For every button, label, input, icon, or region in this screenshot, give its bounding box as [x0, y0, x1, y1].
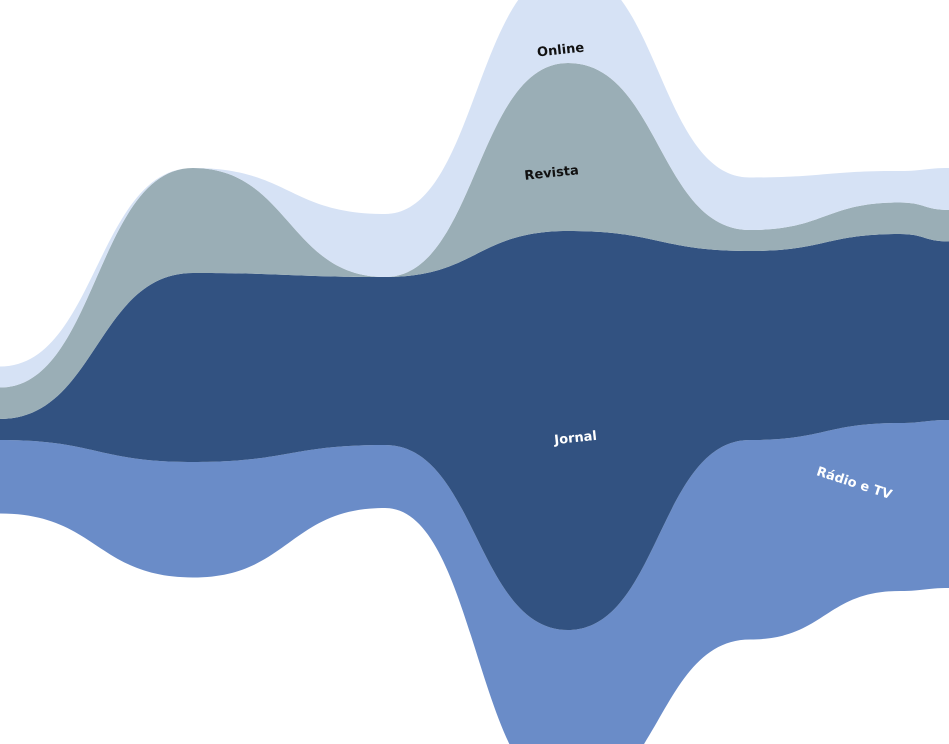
stream-layer-online: [0, 0, 949, 388]
label-revista: Revista: [524, 163, 580, 184]
stream-layer-revista: [0, 63, 949, 419]
label-jornal: Jornal: [553, 429, 598, 448]
label-online: Online: [536, 41, 585, 61]
stream-layer-jornal: [0, 231, 949, 630]
stream-layer-r-dio-e-tv: [0, 420, 949, 744]
